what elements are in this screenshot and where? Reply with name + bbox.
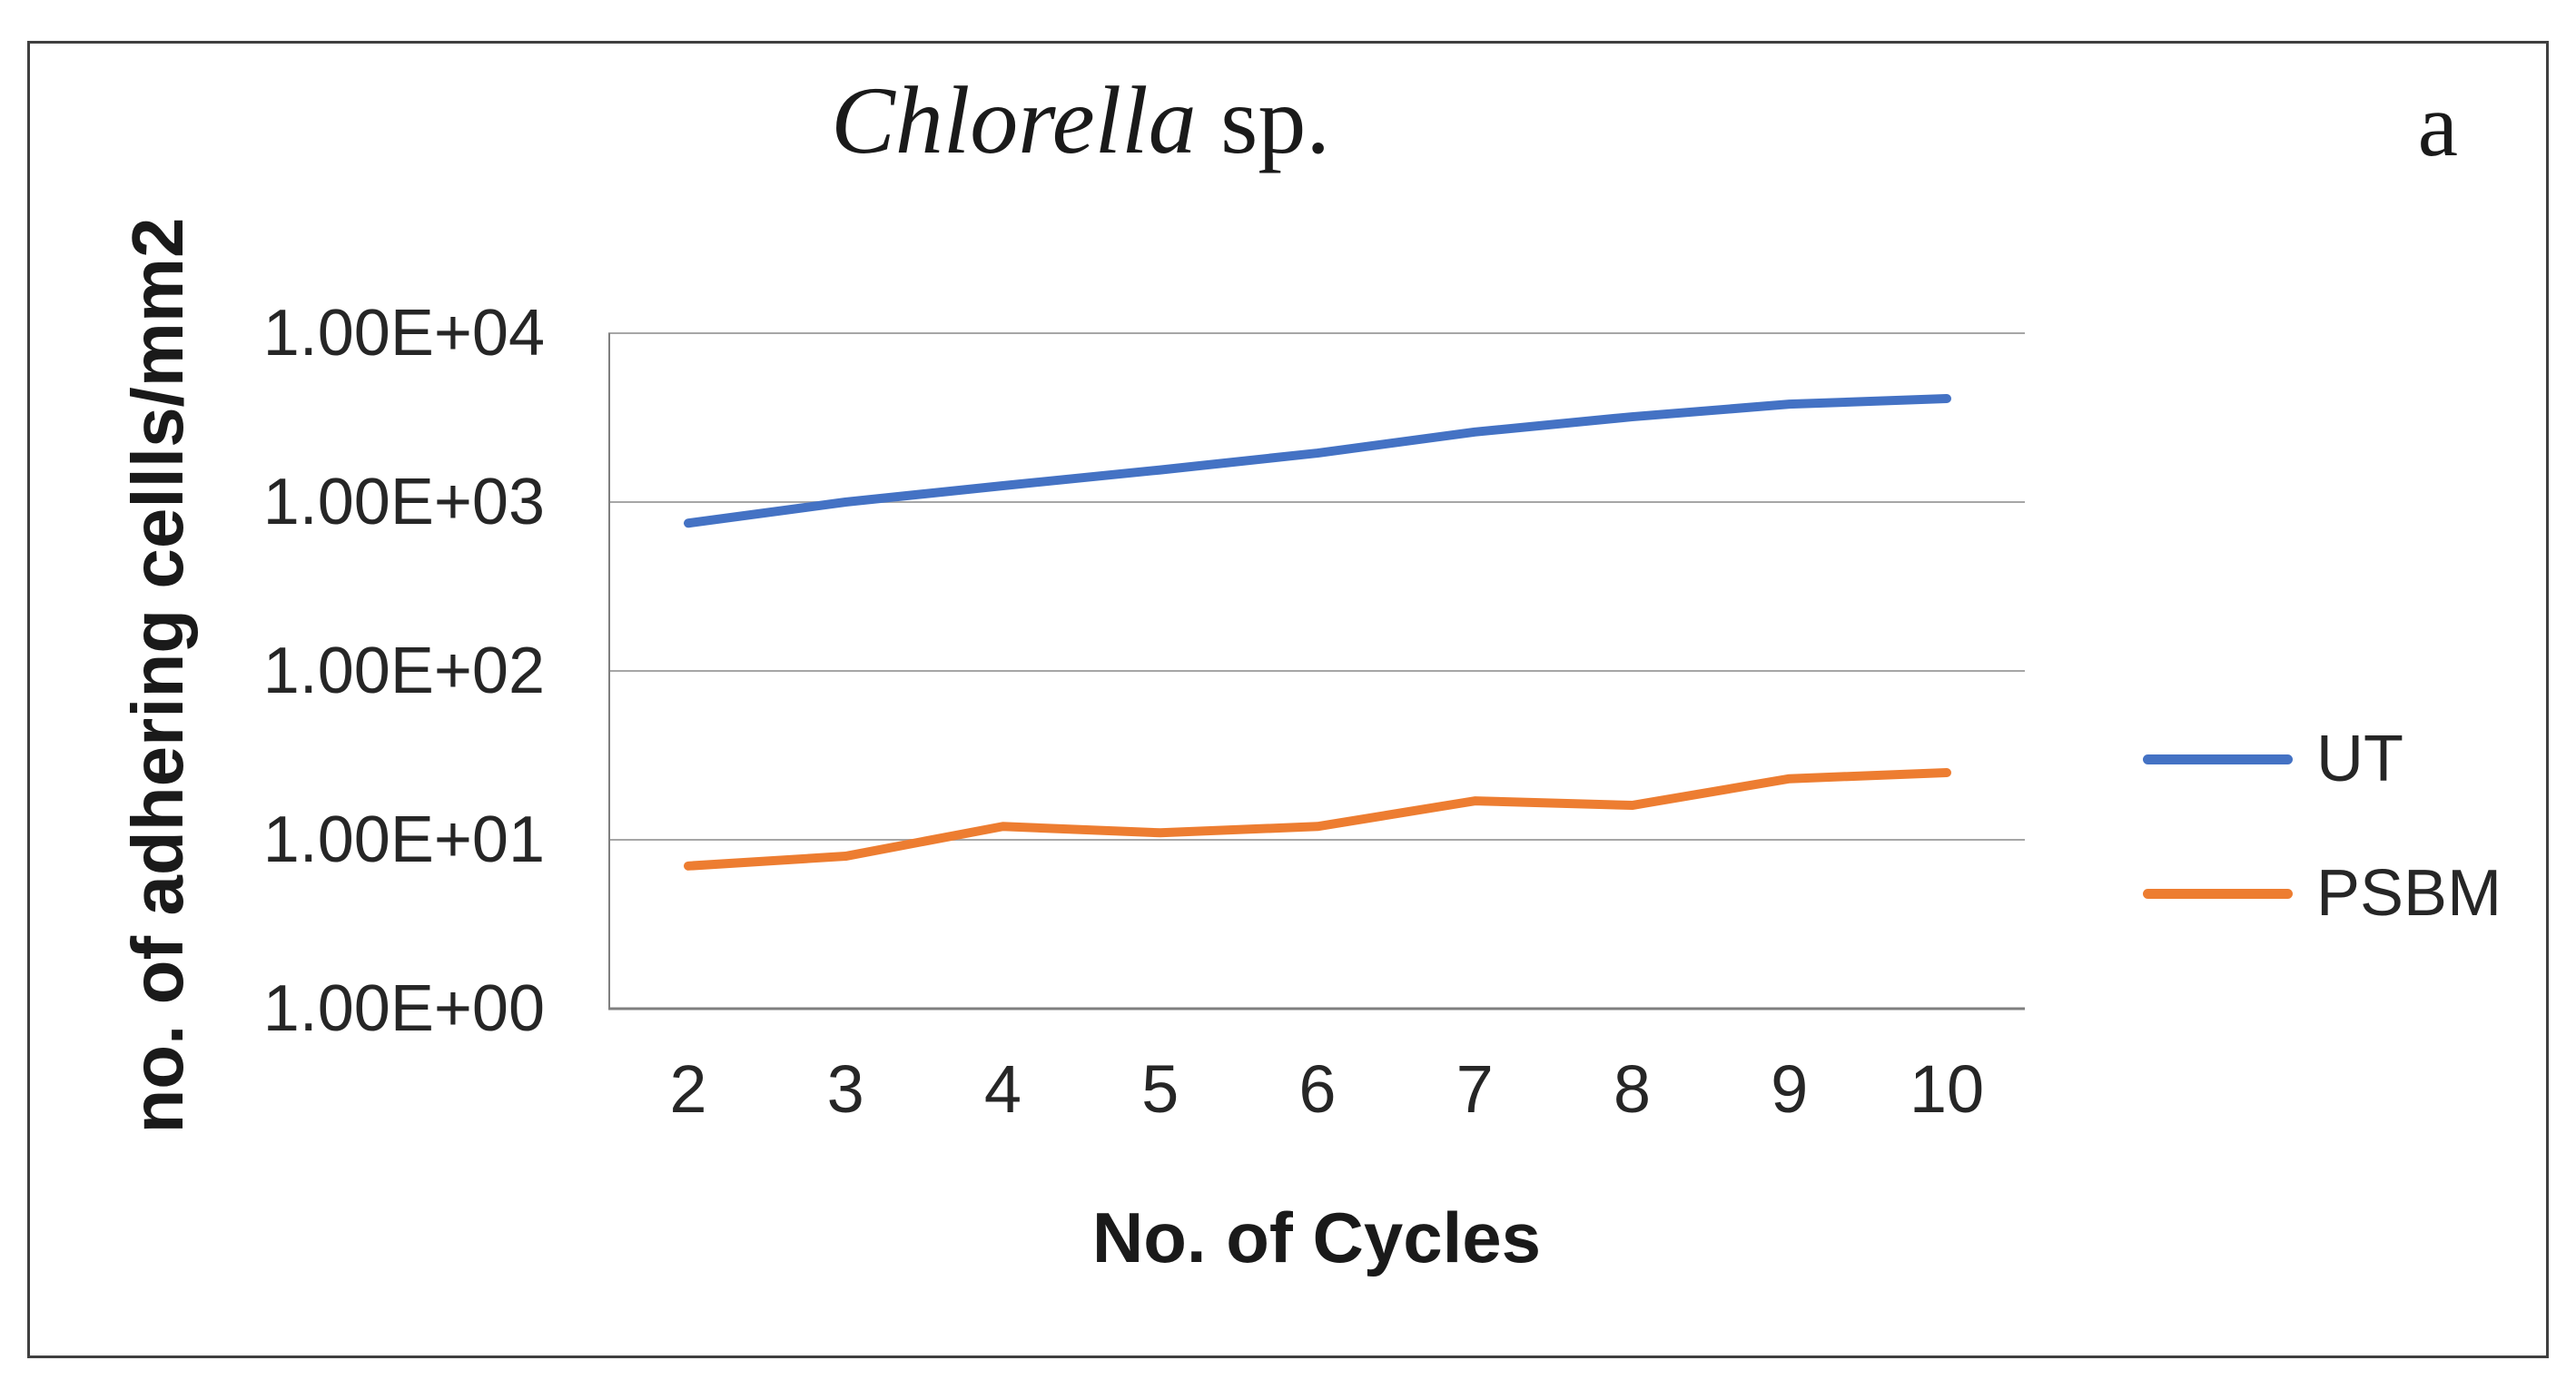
panel-label: a [2417,74,2458,175]
x-tick-label: 3 [826,1051,864,1127]
x-tick-label: 8 [1613,1051,1652,1127]
x-tick-label: 2 [669,1051,707,1127]
x-tick-label: 4 [983,1051,1022,1127]
y-tick-label: 1.00E+04 [262,297,545,370]
y-tick-label: 1.00E+03 [262,466,545,538]
legend: UT PSBM [2143,692,2502,961]
legend-swatch-UT [2143,754,2293,764]
y-tick-labels: 1.00E+00 1.00E+01 1.00E+02 1.00E+03 1.00E+04 [163,0,545,1390]
legend-item-PSBM: PSBM [2143,826,2502,961]
x-axis-label: No. of Cycles [1091,1198,1542,1277]
x-tick-label: 10 [1909,1051,1985,1127]
x-tick-label: 7 [1456,1051,1494,1127]
legend-label: UT [2316,723,2403,795]
x-tick-label: 9 [1771,1051,1809,1127]
legend-item-UT: UT [2143,692,2502,826]
y-tick-label: 1.00E+00 [262,972,545,1045]
chart-title-species: Chlorella [831,67,1197,173]
figure-border [27,41,2549,1358]
plot-area [608,332,2025,1010]
x-tick-label: 6 [1298,1051,1337,1127]
y-tick-label: 1.00E+01 [262,803,545,876]
y-tick-label: 1.00E+02 [262,635,545,707]
x-tick-label: 5 [1141,1051,1179,1127]
chart-title-suffix: sp. [1196,67,1330,173]
series-line-UT [684,394,1951,528]
series-line-PSBM [684,767,1951,871]
x-tick-labels: 2 3 4 5 6 7 8 9 10 [608,1053,2025,1135]
legend-swatch-PSBM [2143,888,2293,899]
legend-label: PSBM [2316,857,2502,930]
chart-title: Chlorella sp. [831,65,1330,176]
